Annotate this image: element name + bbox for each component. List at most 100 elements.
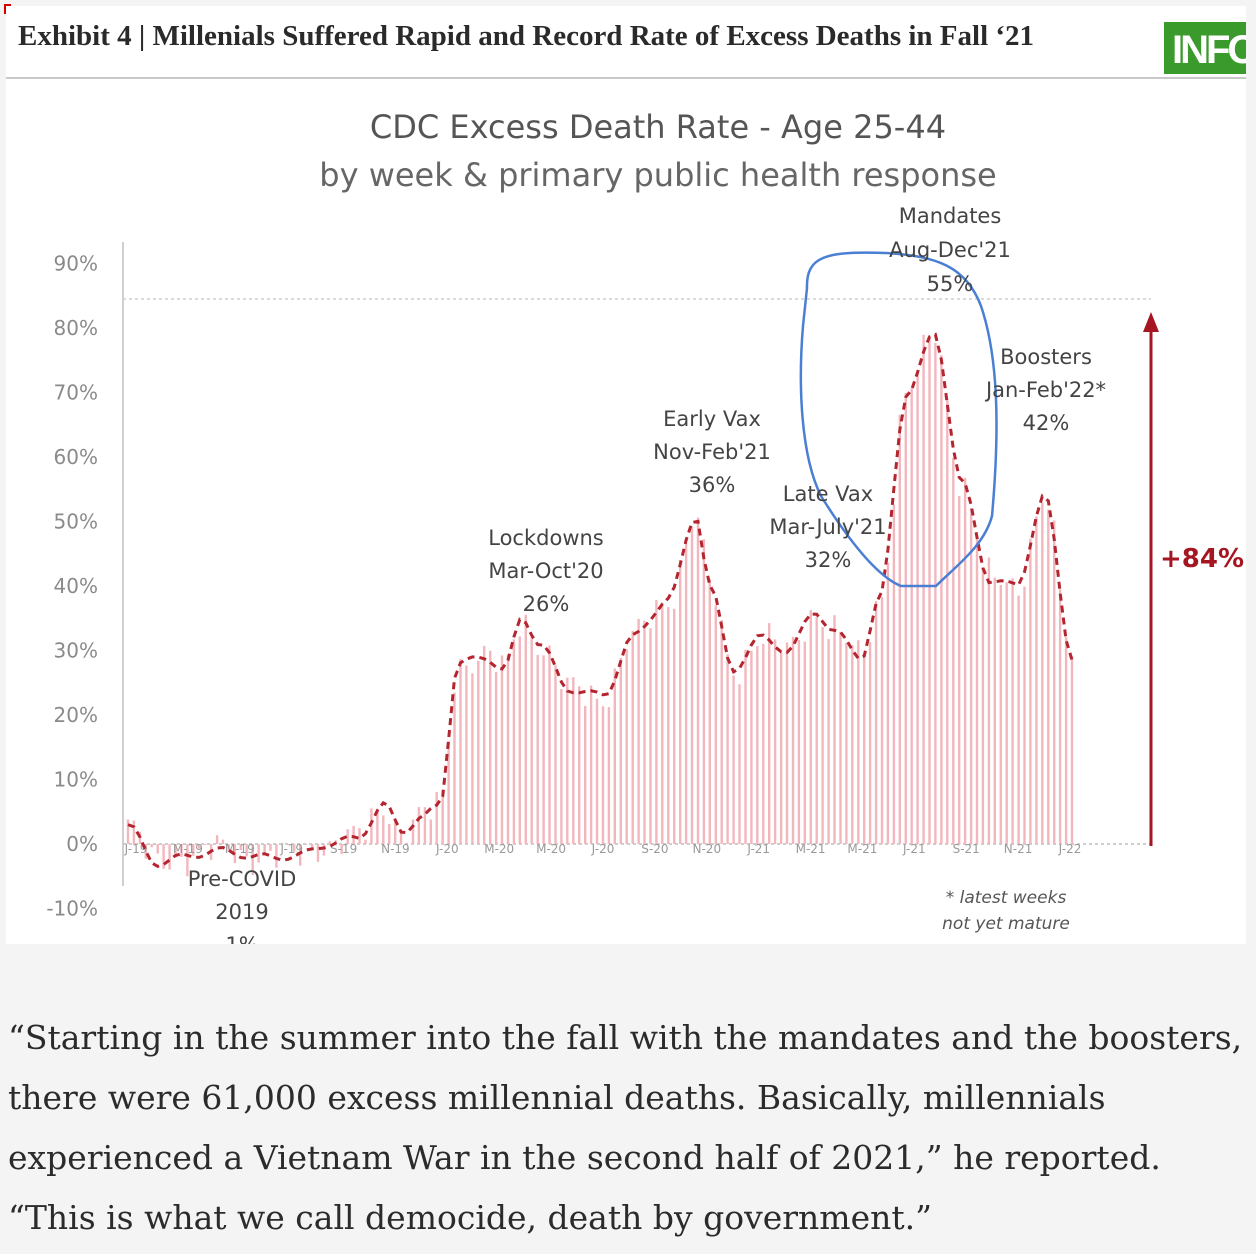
week-bar <box>215 835 219 844</box>
quote-text: “Starting in the summer into the fall wi… <box>8 1018 1243 1237</box>
week-bar <box>388 823 391 844</box>
y-tick-label: 80% <box>54 316 98 340</box>
week-bar <box>785 642 789 844</box>
annotation-pre-covid-label: Pre-COVID <box>188 867 297 891</box>
x-tick-label: J-19 <box>124 842 148 856</box>
increase-arrow-head <box>1143 312 1159 332</box>
week-bar <box>186 844 189 877</box>
week-bar <box>1058 589 1062 844</box>
week-bar <box>773 639 777 844</box>
week-bar <box>316 844 320 862</box>
week-bar <box>975 539 979 844</box>
x-tick-label: N-19 <box>381 842 410 856</box>
annotation-boosters-sub: Jan-Feb'22* <box>984 378 1106 402</box>
y-tick-label: 40% <box>54 574 98 598</box>
week-bar <box>845 643 848 844</box>
annotation-pre-covid-sub: 2019 <box>215 900 268 924</box>
week-bar <box>589 685 593 844</box>
annotation-mandates-sub: Aug-Dec'21 <box>889 238 1011 262</box>
x-tick-label: M-20 <box>536 842 566 856</box>
week-bar <box>364 839 367 844</box>
mandates-highlight-circle <box>799 251 998 588</box>
week-bar <box>987 557 991 844</box>
annotation-early-vax-label: Early Vax <box>663 407 761 431</box>
week-bar <box>750 650 753 844</box>
week-bar <box>548 645 551 844</box>
annotation-late-vax-pct: 32% <box>805 548 852 572</box>
week-bar <box>322 844 326 856</box>
week-bar <box>1023 586 1026 844</box>
week-bar <box>150 844 153 848</box>
exhibit-figure: Exhibit 4 | Millenials Suffered Rapid an… <box>6 6 1246 944</box>
annotation-late-vax-label: Late Vax <box>783 482 873 506</box>
week-bar <box>405 842 409 844</box>
week-bar <box>1011 578 1014 844</box>
week-bar <box>993 577 996 844</box>
header-divider <box>6 77 1246 79</box>
footnote-latest-weeks: * latest weeks <box>946 888 1067 908</box>
week-bar <box>637 618 640 844</box>
week-bar <box>868 642 872 844</box>
week-bar <box>221 839 225 844</box>
week-bar <box>779 651 783 844</box>
week-bar <box>952 457 955 844</box>
x-tick-label: M-19 <box>225 842 255 856</box>
week-bar <box>916 371 919 844</box>
week-bar <box>714 605 717 844</box>
week-bar <box>435 792 438 844</box>
week-bar <box>227 844 231 852</box>
week-bar <box>536 654 539 844</box>
week-bar <box>904 393 907 844</box>
week-bar <box>257 844 260 863</box>
week-bar <box>673 608 676 844</box>
week-bar <box>922 334 925 844</box>
increase-label: +84% <box>1160 544 1244 574</box>
week-bar <box>506 654 510 844</box>
week-bar <box>886 562 890 844</box>
week-bar <box>518 636 521 844</box>
brand-logo: INFO <box>1164 22 1246 74</box>
week-bar <box>643 620 646 844</box>
week-bar <box>340 844 343 854</box>
week-bar <box>560 689 563 844</box>
week-bar <box>1005 582 1008 844</box>
week-bar <box>287 844 290 846</box>
x-tick-label: M-20 <box>484 842 514 856</box>
week-bar <box>542 655 545 844</box>
annotation-mandates-pct: 55% <box>927 272 974 296</box>
week-bar <box>708 579 711 844</box>
y-axis-ticks: 90% 80% 70% 60% 50% 40% 30% 20% 10% 0% -10% <box>46 252 98 921</box>
week-bar <box>851 645 854 844</box>
week-bar <box>346 829 349 844</box>
week-bar <box>459 658 462 844</box>
week-bar <box>376 808 379 844</box>
y-tick-label: 90% <box>54 252 98 276</box>
week-bar <box>684 543 688 844</box>
week-bar <box>192 844 195 856</box>
week-bar <box>138 831 142 844</box>
week-bar <box>299 844 302 866</box>
y-tick-label: 20% <box>54 703 98 727</box>
week-bar <box>1029 538 1032 844</box>
week-bar <box>530 636 533 844</box>
week-bar <box>394 818 397 844</box>
x-tick-label: J-21 <box>902 842 926 856</box>
week-bar <box>768 623 771 844</box>
week-bar <box>732 675 735 844</box>
week-bar <box>269 844 272 851</box>
annotation-late-vax-sub: Mar-July'21 <box>769 515 886 539</box>
annotation-lockdowns-sub: Mar-Oct'20 <box>488 559 603 583</box>
week-bar <box>690 526 694 844</box>
x-tick-label: S-19 <box>330 842 357 856</box>
week-bar <box>453 692 456 844</box>
week-bar <box>863 653 866 844</box>
week-bar <box>500 655 504 844</box>
x-tick-label: M-19 <box>173 842 203 856</box>
week-bar <box>554 664 557 844</box>
week-bar <box>839 631 842 844</box>
week-bar <box>263 844 266 854</box>
week-bar <box>702 539 706 844</box>
week-bar <box>1035 516 1038 844</box>
week-bar <box>738 684 741 844</box>
week-bar <box>578 686 581 844</box>
